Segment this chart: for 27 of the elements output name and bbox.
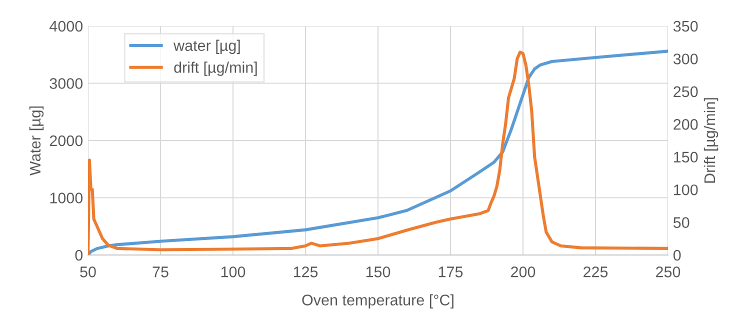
y2-tick-label: 350	[673, 20, 698, 32]
y2-tick-label: 300	[673, 54, 698, 64]
y2-tick-label: 50	[673, 217, 690, 228]
legend-label: drift [µg/min]	[174, 62, 257, 76]
y2-axis-title: Drift [µg/min]	[704, 98, 718, 183]
x-tick-label: 175	[438, 266, 463, 278]
y-tick-label: 2000	[50, 135, 83, 146]
x-tick-label: 250	[656, 266, 680, 278]
y2-tick-label: 150	[674, 152, 698, 163]
y2-tick-label: 250	[674, 86, 698, 98]
x-tick-label: 75	[152, 266, 168, 278]
y-tick-label: 1000	[50, 192, 83, 204]
x-tick-label: 50	[80, 266, 96, 278]
y2-tick-label: 0	[673, 250, 681, 261]
y-tick-label: 4000	[50, 20, 83, 32]
y-tick-label: 0	[75, 250, 83, 261]
y2-tick-label: 100	[674, 184, 698, 196]
y2-tick-label: 200	[674, 119, 698, 130]
x-tick-label: 200	[511, 266, 536, 278]
x-tick-label: 100	[221, 266, 246, 278]
legend-label: water [µg]	[174, 40, 240, 54]
x-axis-title: Oven temperature [°C]	[302, 294, 454, 308]
x-tick-label: 150	[366, 266, 390, 278]
y-tick-label: 3000	[50, 78, 83, 89]
y-axis-title: Water [µg]	[29, 106, 44, 176]
x-tick-label: 125	[294, 266, 318, 278]
x-tick-label: 225	[584, 266, 608, 278]
